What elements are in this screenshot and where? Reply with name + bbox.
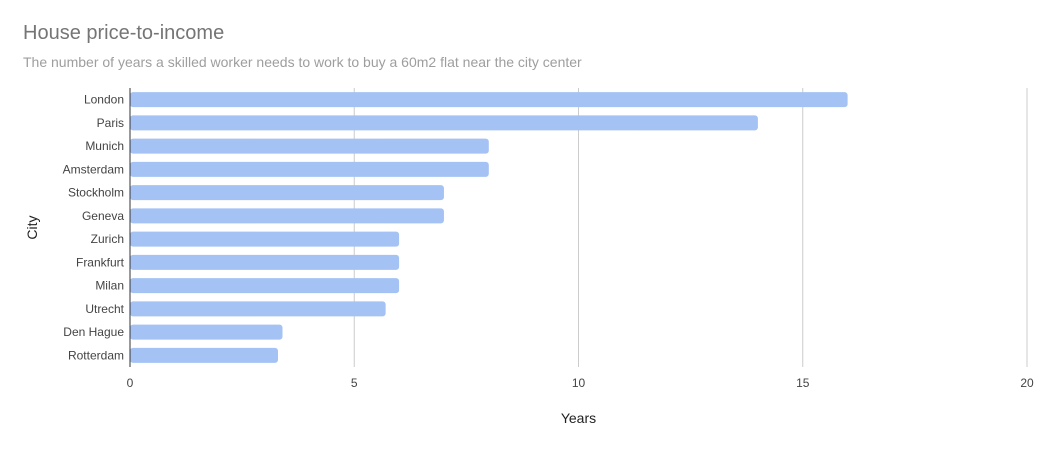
bar [130, 115, 758, 131]
x-tick-labels: 0 5 10 15 20 [127, 376, 1034, 390]
x-tick-label: 5 [351, 376, 358, 390]
x-axis-title: Years [561, 410, 596, 426]
bar [130, 92, 848, 108]
y-tick-label: Zurich [91, 232, 124, 246]
gridlines [353, 88, 1028, 367]
bar [130, 278, 400, 294]
bar [130, 161, 489, 177]
y-tick-label: Milan [95, 279, 124, 293]
bar [130, 324, 283, 340]
x-tick-label: 15 [796, 376, 810, 390]
bar [130, 301, 386, 317]
y-tick-label: London [84, 93, 124, 107]
bar [130, 231, 400, 247]
bars [130, 92, 848, 363]
y-tick-label: Paris [97, 116, 124, 130]
x-tick-label: 0 [127, 376, 134, 390]
y-tick-labels: London Paris Munich Amsterdam Stockholm Genev… [63, 93, 125, 363]
bar [130, 254, 400, 270]
y-tick-label: Frankfurt [76, 255, 125, 269]
y-tick-label: Stockholm [68, 186, 124, 200]
bar [130, 347, 279, 363]
x-tick-label: 10 [572, 376, 586, 390]
y-tick-label: Munich [85, 139, 124, 153]
y-tick-label: Utrecht [85, 302, 124, 316]
y-tick-label: Amsterdam [63, 162, 124, 176]
x-tick-label: 20 [1020, 376, 1034, 390]
bar [130, 185, 444, 201]
y-axis-title: City [24, 215, 40, 239]
y-tick-label: Rotterdam [68, 348, 124, 362]
y-tick-label: Den Hague [63, 325, 124, 339]
chart-title: House price-to-income [23, 22, 225, 44]
y-tick-label: Geneva [82, 209, 124, 223]
bar [130, 208, 444, 224]
chart-subtitle: The number of years a skilled worker nee… [23, 54, 582, 70]
bar [130, 138, 489, 154]
